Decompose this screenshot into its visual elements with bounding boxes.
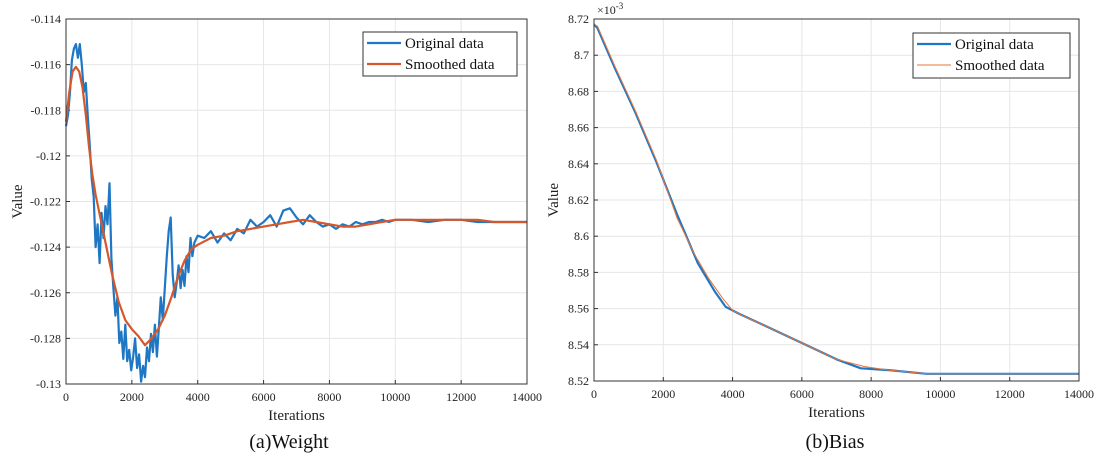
x-axis-label: Iterations	[268, 408, 325, 424]
x-tick-label: 12000	[446, 390, 476, 404]
y-tick-label: -0.122	[30, 195, 61, 209]
x-tick-label: 4000	[186, 390, 210, 404]
y-tick-label: 8.6	[574, 229, 589, 243]
y-tick-label: 8.64	[568, 157, 589, 171]
x-tick-label: 14000	[1064, 387, 1094, 401]
x-tick-label: 8000	[859, 387, 883, 401]
y-tick-label: 8.68	[568, 84, 589, 98]
x-tick-label: 2000	[120, 390, 144, 404]
legend-entry: Smoothed data	[955, 58, 1045, 74]
y-tick-label: -0.124	[30, 240, 61, 254]
y-tick-label: 8.58	[568, 265, 589, 279]
plot-frame	[65, 18, 528, 385]
y-tick-label: 8.56	[568, 302, 589, 316]
y-tick-label: -0.13	[36, 377, 61, 391]
y-tick-label: -0.114	[30, 12, 61, 26]
x-axis-label: Iterations	[808, 405, 865, 421]
x-tick-label: 10000	[925, 387, 955, 401]
y-tick-label: -0.126	[30, 286, 61, 300]
plot-frame	[593, 18, 1080, 382]
y-tick-label: 8.7	[574, 48, 589, 62]
legend-box	[362, 31, 518, 77]
series-line-smoothed	[64, 65, 527, 347]
legend-entry: Smoothed data	[405, 57, 495, 73]
y-tick-label: -0.12	[36, 149, 61, 163]
legend-entry: Original data	[955, 37, 1034, 53]
legend-entry: Original data	[405, 36, 484, 52]
y-tick-label: -0.128	[30, 331, 61, 345]
series-line-smoothed	[593, 23, 1079, 375]
chart-caption: (b)Bias	[806, 431, 865, 453]
chart-bias: 0 2000 4000 6000 8000 10000 12000 14000 8.52 8.54…	[546, 1, 1094, 453]
y-tick-label: 8.54	[568, 338, 589, 352]
chart-weight: 0 2000 4000 6000 8000 10000 12000 14000 -0.13 -0.…	[10, 12, 542, 453]
x-tick-label: 12000	[995, 387, 1025, 401]
y-scale-label: ×10-3	[597, 1, 624, 17]
y-axis-label: Value	[546, 183, 562, 217]
legend-box	[912, 32, 1071, 79]
y-tick-label: 8.66	[568, 121, 589, 135]
y-tick-label: 8.62	[568, 193, 589, 207]
x-tick-label: 0	[63, 390, 69, 404]
x-tick-label: 4000	[721, 387, 745, 401]
x-tick-label: 10000	[380, 390, 410, 404]
x-tick-label: 0	[591, 387, 597, 401]
x-tick-label: 6000	[790, 387, 814, 401]
y-tick-label: -0.116	[30, 58, 61, 72]
chart-caption: (a)Weight	[249, 431, 329, 453]
x-tick-label: 8000	[317, 390, 341, 404]
x-tick-label: 6000	[252, 390, 276, 404]
y-tick-label: -0.118	[30, 103, 61, 117]
y-axis-label: Value	[10, 184, 26, 218]
x-tick-label: 2000	[651, 387, 675, 401]
x-tick-label: 14000	[512, 390, 542, 404]
y-tick-label: 8.72	[568, 12, 589, 26]
series-line-original	[64, 42, 527, 383]
y-tick-label: 8.52	[568, 374, 589, 388]
